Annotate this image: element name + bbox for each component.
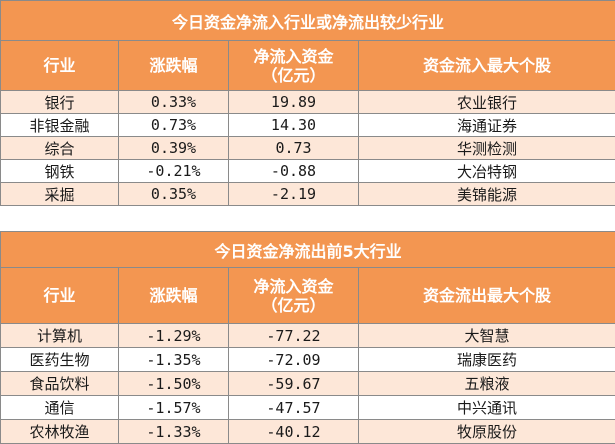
table-row: 非银金融 0.73% 14.30 海通证券 bbox=[0, 113, 615, 137]
industry-cell: 银行 bbox=[0, 90, 119, 114]
top-stock-cell: 海通证券 bbox=[357, 113, 615, 137]
net-inflow-cell: 0.73 bbox=[228, 136, 359, 160]
change-cell: -1.50% bbox=[118, 371, 229, 396]
top-stock-cell: 牧原股份 bbox=[357, 419, 615, 444]
net-inflow-cell: 14.30 bbox=[228, 113, 359, 137]
outflow-table-title: 今日资金净流出前5大行业 bbox=[0, 231, 615, 268]
top-stock-cell: 中兴通讯 bbox=[357, 395, 615, 420]
change-cell: -0.21% bbox=[118, 159, 229, 183]
table-row: 采掘 0.35% -2.19 美锦能源 bbox=[0, 182, 615, 206]
top-stock-cell: 瑞康医药 bbox=[357, 347, 615, 372]
industry-cell: 医药生物 bbox=[0, 347, 119, 372]
industry-cell: 食品饮料 bbox=[0, 371, 119, 396]
change-cell: 0.73% bbox=[118, 113, 229, 137]
column-header-industry: 行业 bbox=[0, 40, 119, 91]
net-inflow-cell: -72.09 bbox=[228, 347, 359, 372]
top-stock-cell: 农业银行 bbox=[357, 90, 615, 114]
table-row: 综合 0.39% 0.73 华测检测 bbox=[0, 136, 615, 160]
net-inflow-cell: -77.22 bbox=[228, 323, 359, 348]
change-cell: 0.33% bbox=[118, 90, 229, 114]
industry-cell: 农林牧渔 bbox=[0, 419, 119, 444]
column-header-top-stock: 资金流入最大个股 bbox=[357, 40, 615, 91]
inflow-table: 今日资金净流入行业或净流出较少行业 行业 涨跌幅 净流入资金 （亿元） 资金流入… bbox=[0, 0, 615, 206]
table-row: 计算机 -1.29% -77.22 大智慧 bbox=[0, 323, 615, 348]
net-inflow-cell: -59.67 bbox=[228, 371, 359, 396]
column-header-net-inflow: 净流入资金 （亿元） bbox=[228, 267, 359, 324]
column-header-industry: 行业 bbox=[0, 267, 119, 324]
table-row: 食品饮料 -1.50% -59.67 五粮液 bbox=[0, 371, 615, 396]
change-cell: -1.35% bbox=[118, 347, 229, 372]
table-row: 农林牧渔 -1.33% -40.12 牧原股份 bbox=[0, 419, 615, 444]
net-inflow-cell: 19.89 bbox=[228, 90, 359, 114]
table-spacer bbox=[0, 215, 615, 231]
change-cell: -1.57% bbox=[118, 395, 229, 420]
net-inflow-cell: -0.88 bbox=[228, 159, 359, 183]
table-row: 通信 -1.57% -47.57 中兴通讯 bbox=[0, 395, 615, 420]
column-header-net-inflow: 净流入资金 （亿元） bbox=[228, 40, 359, 91]
top-stock-cell: 美锦能源 bbox=[357, 182, 615, 206]
top-stock-cell: 大智慧 bbox=[357, 323, 615, 348]
net-inflow-cell: -47.57 bbox=[228, 395, 359, 420]
inflow-table-title: 今日资金净流入行业或净流出较少行业 bbox=[0, 0, 615, 41]
table-row: 银行 0.33% 19.89 农业银行 bbox=[0, 90, 615, 114]
change-cell: -1.33% bbox=[118, 419, 229, 444]
column-header-change: 涨跌幅 bbox=[118, 40, 229, 91]
industry-cell: 非银金融 bbox=[0, 113, 119, 137]
top-stock-cell: 华测检测 bbox=[357, 136, 615, 160]
change-cell: 0.35% bbox=[118, 182, 229, 206]
net-inflow-cell: -40.12 bbox=[228, 419, 359, 444]
outflow-table: 今日资金净流出前5大行业 行业 涨跌幅 净流入资金 （亿元） 资金流出最大个股 … bbox=[0, 231, 615, 444]
industry-cell: 钢铁 bbox=[0, 159, 119, 183]
change-cell: 0.39% bbox=[118, 136, 229, 160]
industry-cell: 采掘 bbox=[0, 182, 119, 206]
change-cell: -1.29% bbox=[118, 323, 229, 348]
industry-cell: 计算机 bbox=[0, 323, 119, 348]
column-header-change: 涨跌幅 bbox=[118, 267, 229, 324]
top-stock-cell: 大冶特钢 bbox=[357, 159, 615, 183]
column-header-top-stock: 资金流出最大个股 bbox=[357, 267, 615, 324]
industry-cell: 综合 bbox=[0, 136, 119, 160]
top-stock-cell: 五粮液 bbox=[357, 371, 615, 396]
net-inflow-cell: -2.19 bbox=[228, 182, 359, 206]
industry-cell: 通信 bbox=[0, 395, 119, 420]
table-row: 钢铁 -0.21% -0.88 大冶特钢 bbox=[0, 159, 615, 183]
table-row: 医药生物 -1.35% -72.09 瑞康医药 bbox=[0, 347, 615, 372]
